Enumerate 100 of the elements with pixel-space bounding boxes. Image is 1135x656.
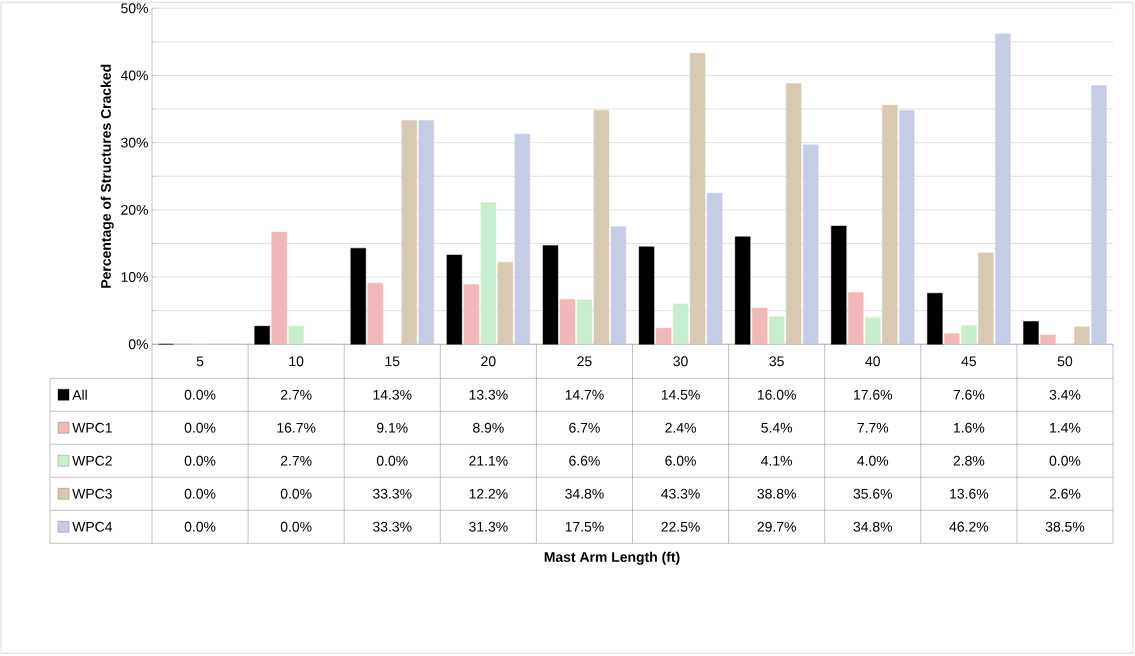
data-label: 6.0% bbox=[665, 455, 696, 466]
bar bbox=[865, 317, 881, 345]
bar bbox=[514, 133, 531, 345]
x-tick-label: 30 bbox=[673, 356, 688, 367]
x-tick-label: 35 bbox=[769, 356, 784, 367]
data-label: 0.0% bbox=[376, 455, 408, 466]
y-tick-label: 0% bbox=[128, 339, 148, 350]
data-label: 2.4% bbox=[665, 422, 696, 433]
data-label: 16.7% bbox=[277, 422, 316, 433]
bar bbox=[1091, 85, 1107, 345]
data-label: 0.0% bbox=[184, 422, 216, 433]
bar bbox=[559, 298, 576, 345]
bar bbox=[882, 104, 898, 345]
data-label: 34.8% bbox=[565, 488, 604, 499]
legend-label: WPC4 bbox=[72, 521, 113, 532]
bar bbox=[593, 110, 610, 345]
data-label: 17.5% bbox=[565, 521, 604, 532]
data-label: 38.8% bbox=[757, 488, 796, 499]
bar bbox=[542, 245, 559, 345]
legend-label: WPC3 bbox=[72, 488, 112, 499]
y-tick-label: 20% bbox=[121, 204, 148, 215]
data-label: 0.0% bbox=[280, 488, 312, 499]
bar bbox=[367, 282, 383, 345]
bar bbox=[706, 192, 723, 345]
bar bbox=[899, 110, 915, 345]
x-tick-label: 10 bbox=[289, 356, 304, 367]
data-label: 35.6% bbox=[853, 488, 893, 499]
data-label: 33.3% bbox=[373, 488, 412, 499]
text: Mast Arm Length (ft) bbox=[544, 551, 680, 565]
bar bbox=[831, 225, 847, 345]
legend-label: WPC2 bbox=[72, 455, 112, 466]
y-tick-label: 10% bbox=[121, 271, 148, 282]
data-label: 4.1% bbox=[761, 455, 793, 466]
bar bbox=[1023, 321, 1039, 345]
data-label: 0.0% bbox=[184, 521, 216, 532]
x-tick-label: 5 bbox=[196, 356, 204, 367]
data-label: 22.5% bbox=[661, 521, 700, 532]
data-label: 0.0% bbox=[280, 521, 312, 532]
data-label: 7.7% bbox=[857, 422, 889, 433]
data-label: 2.6% bbox=[1049, 488, 1081, 499]
bar bbox=[927, 292, 943, 345]
data-label: 0.0% bbox=[184, 488, 216, 499]
x-tick-label: 25 bbox=[577, 356, 592, 367]
data-label: 5.4% bbox=[761, 422, 793, 433]
x-tick-label: 20 bbox=[481, 356, 496, 367]
bar bbox=[254, 325, 270, 345]
data-label: 14.7% bbox=[565, 389, 604, 400]
y-tick-label: 40% bbox=[120, 70, 148, 81]
data-label: 6.7% bbox=[569, 422, 600, 433]
x-tick-label: 45 bbox=[961, 356, 977, 367]
data-label: 34.8% bbox=[853, 521, 893, 532]
data-label: 38.5% bbox=[1045, 521, 1085, 532]
data-label: 46.2% bbox=[949, 521, 989, 532]
data-label: 1.6% bbox=[954, 422, 985, 433]
bar bbox=[1074, 326, 1090, 345]
data-label: 2.8% bbox=[953, 455, 985, 466]
data-label: 0.0% bbox=[184, 389, 216, 400]
data-label: 7.6% bbox=[953, 389, 985, 400]
bar bbox=[944, 333, 960, 345]
bar bbox=[768, 316, 785, 345]
bar bbox=[785, 83, 802, 345]
bar bbox=[480, 202, 497, 345]
bar bbox=[802, 144, 819, 345]
data-label: 16.0% bbox=[757, 389, 796, 400]
bar bbox=[638, 246, 655, 345]
data-label: 29.7% bbox=[757, 521, 796, 532]
bar bbox=[734, 236, 751, 345]
bar bbox=[288, 325, 304, 345]
bar bbox=[689, 52, 706, 345]
y-axis-title: Percentage of Structures Cracked bbox=[100, 64, 114, 288]
data-label: 8.9% bbox=[473, 422, 504, 433]
data-label: 6.6% bbox=[569, 455, 600, 466]
legend-label: All bbox=[72, 389, 87, 400]
legend-label: WPC1 bbox=[72, 422, 112, 433]
data-label: 31.3% bbox=[469, 521, 508, 532]
data-label: 9.1% bbox=[377, 422, 408, 433]
bar bbox=[978, 252, 994, 345]
data-label: 2.7% bbox=[280, 389, 312, 400]
data-label: 2.7% bbox=[280, 455, 312, 466]
data-label: 14.5% bbox=[661, 389, 700, 400]
x-tick-label: 50 bbox=[1057, 356, 1073, 367]
data-label: 0.0% bbox=[184, 455, 216, 466]
bar bbox=[271, 231, 287, 345]
y-tick-label: 30% bbox=[121, 137, 148, 148]
bar bbox=[418, 120, 434, 345]
data-label: 4.0% bbox=[857, 455, 889, 466]
data-label: 17.6% bbox=[854, 389, 893, 400]
data-label: 3.4% bbox=[1049, 389, 1081, 400]
data-label: 43.3% bbox=[661, 488, 700, 499]
bar bbox=[1040, 334, 1056, 345]
data-label: 21.1% bbox=[469, 455, 508, 466]
bar bbox=[576, 299, 593, 345]
bar bbox=[848, 292, 864, 345]
bar bbox=[672, 303, 689, 345]
data-label: 13.3% bbox=[469, 389, 508, 400]
data-label: 14.3% bbox=[373, 389, 412, 400]
bar bbox=[751, 307, 768, 345]
x-tick-label: 40 bbox=[865, 356, 880, 367]
data-label: 1.4% bbox=[1050, 422, 1081, 433]
x-tick-label: 15 bbox=[385, 356, 400, 367]
